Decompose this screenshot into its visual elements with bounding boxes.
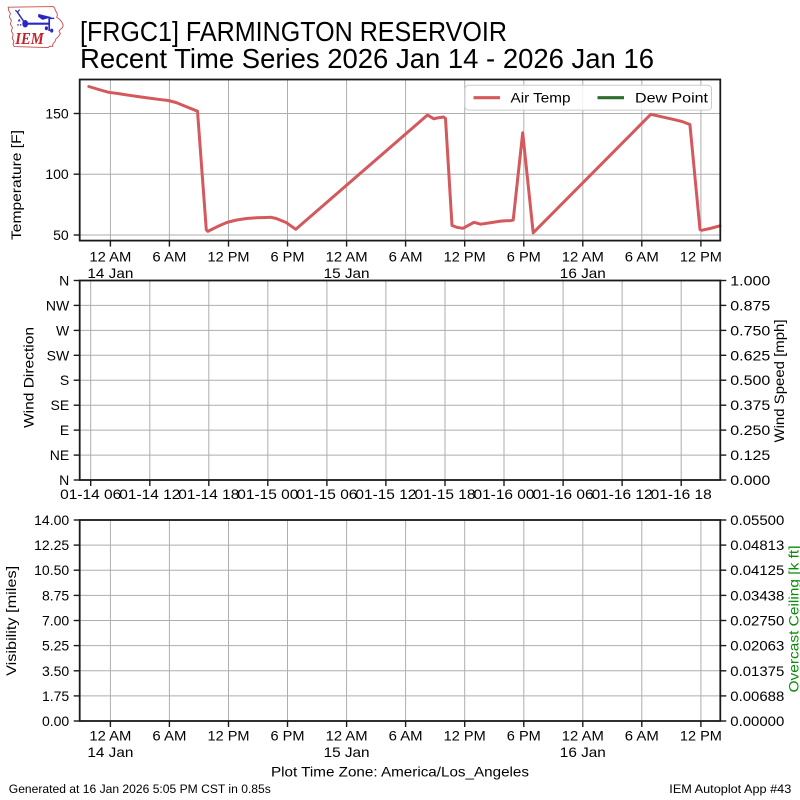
svg-text:7.00: 7.00 — [42, 613, 69, 629]
svg-text:01-15 12: 01-15 12 — [355, 486, 416, 502]
svg-text:IEM: IEM — [14, 29, 45, 48]
svg-text:16 Jan: 16 Jan — [560, 744, 606, 760]
svg-text:01-16 00: 01-16 00 — [474, 486, 535, 502]
svg-text:Temperature [F]: Temperature [F] — [8, 130, 24, 240]
svg-text:0.750: 0.750 — [730, 322, 770, 338]
svg-text:0.500: 0.500 — [730, 372, 770, 388]
svg-text:100: 100 — [45, 166, 69, 182]
svg-text:150: 150 — [45, 106, 69, 122]
svg-text:6 AM: 6 AM — [389, 727, 423, 743]
svg-text:01-14 12: 01-14 12 — [119, 486, 180, 502]
svg-text:14 Jan: 14 Jan — [87, 744, 133, 760]
svg-text:0.625: 0.625 — [730, 347, 770, 363]
svg-text:01-14 06: 01-14 06 — [60, 486, 121, 502]
svg-text:E: E — [60, 422, 69, 438]
svg-text:0.00000: 0.00000 — [730, 713, 784, 729]
svg-text:6 PM: 6 PM — [507, 248, 541, 264]
svg-text:0.875: 0.875 — [730, 297, 770, 313]
svg-text:Overcast Ceiling [k ft]: Overcast Ceiling [k ft] — [786, 546, 800, 693]
svg-text:6 AM: 6 AM — [152, 248, 186, 264]
svg-text:0.000: 0.000 — [730, 472, 770, 488]
svg-text:15 Jan: 15 Jan — [324, 265, 370, 281]
svg-text:15 Jan: 15 Jan — [324, 744, 370, 760]
svg-text:W: W — [56, 322, 70, 338]
svg-text:12 PM: 12 PM — [680, 727, 722, 743]
svg-text:Plot Time Zone: America/Los_An: Plot Time Zone: America/Los_Angeles — [271, 764, 529, 780]
svg-text:0.250: 0.250 — [730, 422, 770, 438]
svg-text:0.375: 0.375 — [730, 397, 770, 413]
svg-text:12 PM: 12 PM — [208, 727, 250, 743]
svg-text:01-15 00: 01-15 00 — [237, 486, 298, 502]
svg-text:12 AM: 12 AM — [326, 727, 368, 743]
svg-text:N: N — [59, 472, 69, 488]
svg-text:12 PM: 12 PM — [208, 248, 250, 264]
svg-text:10.50: 10.50 — [34, 562, 69, 578]
svg-text:14 Jan: 14 Jan — [87, 265, 133, 281]
svg-text:6 PM: 6 PM — [507, 727, 541, 743]
svg-text:N: N — [59, 273, 69, 289]
svg-text:0.02750: 0.02750 — [730, 613, 784, 629]
svg-text:Wind Speed [mph]: Wind Speed [mph] — [771, 320, 787, 443]
svg-text:0.00: 0.00 — [42, 713, 69, 729]
svg-text:3.50: 3.50 — [42, 663, 69, 679]
svg-text:[FRGC1] FARMINGTON RESERVOIR: [FRGC1] FARMINGTON RESERVOIR — [80, 16, 507, 47]
svg-text:0.125: 0.125 — [730, 447, 770, 463]
svg-text:0.04125: 0.04125 — [730, 562, 784, 578]
svg-text:0.03438: 0.03438 — [730, 587, 784, 603]
svg-text:SW: SW — [47, 347, 70, 363]
svg-text:0.05500: 0.05500 — [730, 512, 784, 528]
svg-text:Wind Direction: Wind Direction — [21, 327, 37, 428]
svg-text:0.00688: 0.00688 — [730, 688, 784, 704]
svg-text:S: S — [60, 372, 69, 388]
svg-text:50: 50 — [53, 227, 69, 243]
svg-text:6 PM: 6 PM — [271, 727, 305, 743]
svg-text:12 AM: 12 AM — [562, 727, 604, 743]
svg-text:6 AM: 6 AM — [389, 248, 423, 264]
svg-text:Air Temp: Air Temp — [511, 90, 571, 106]
svg-text:12 AM: 12 AM — [326, 248, 368, 264]
svg-text:Generated at 16 Jan 2026 5:05: Generated at 16 Jan 2026 5:05 PM CST in … — [9, 782, 271, 796]
svg-text:14.00: 14.00 — [34, 512, 69, 528]
svg-text:6 AM: 6 AM — [625, 727, 659, 743]
svg-text:01-14 18: 01-14 18 — [178, 486, 239, 502]
svg-text:1.75: 1.75 — [42, 688, 69, 704]
svg-text:5.25: 5.25 — [42, 638, 69, 654]
svg-text:6 PM: 6 PM — [271, 248, 305, 264]
svg-text:Visibility [miles]: Visibility [miles] — [3, 566, 19, 676]
svg-text:6 AM: 6 AM — [152, 727, 186, 743]
svg-text:01-15 18: 01-15 18 — [415, 486, 476, 502]
svg-text:12 PM: 12 PM — [444, 727, 486, 743]
svg-text:01-16 18: 01-16 18 — [651, 486, 712, 502]
svg-text:Recent Time Series 2026 Jan 14: Recent Time Series 2026 Jan 14 - 2026 Ja… — [80, 43, 654, 74]
svg-text:1.000: 1.000 — [730, 273, 770, 289]
svg-text:12 PM: 12 PM — [444, 248, 486, 264]
svg-text:12.25: 12.25 — [34, 537, 69, 553]
svg-text:6 AM: 6 AM — [625, 248, 659, 264]
svg-text:NW: NW — [46, 297, 70, 313]
svg-text:01-16 12: 01-16 12 — [592, 486, 653, 502]
svg-text:16 Jan: 16 Jan — [560, 265, 606, 281]
svg-text:SE: SE — [51, 397, 70, 413]
svg-text:0.01375: 0.01375 — [730, 663, 784, 679]
svg-text:12 AM: 12 AM — [89, 248, 131, 264]
svg-text:12 PM: 12 PM — [680, 248, 722, 264]
svg-text:0.04813: 0.04813 — [730, 537, 784, 553]
svg-text:12 AM: 12 AM — [89, 727, 131, 743]
svg-text:01-16 06: 01-16 06 — [533, 486, 594, 502]
svg-text:NE: NE — [50, 447, 69, 463]
svg-text:Dew Point: Dew Point — [635, 90, 708, 106]
svg-text:01-15 06: 01-15 06 — [296, 486, 357, 502]
svg-text:0.02063: 0.02063 — [730, 638, 784, 654]
svg-text:8.75: 8.75 — [42, 587, 69, 603]
svg-text:IEM Autoplot App #43: IEM Autoplot App #43 — [669, 782, 791, 796]
svg-text:12 AM: 12 AM — [562, 248, 604, 264]
